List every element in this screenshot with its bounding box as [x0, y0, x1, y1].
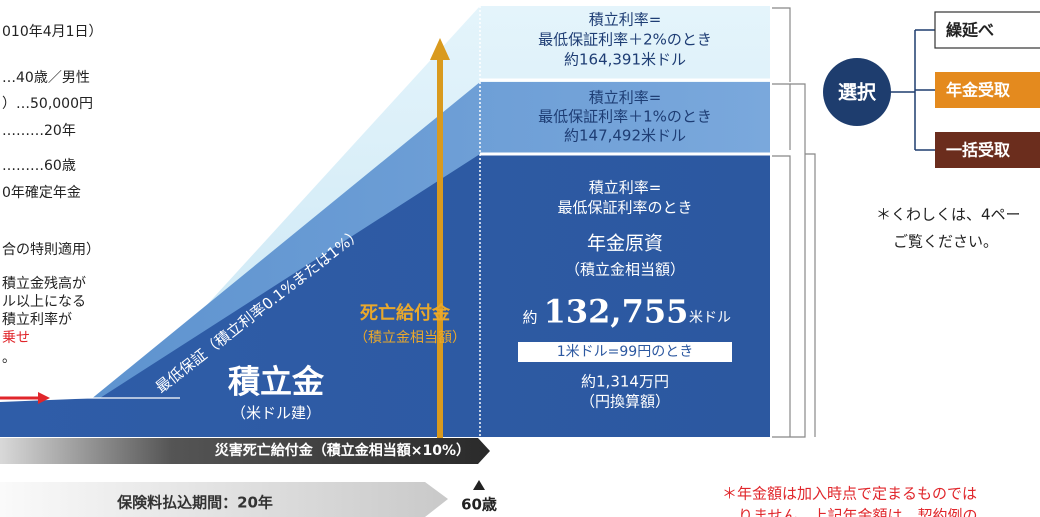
note: ＊くわしくは、4ペー: [876, 206, 1021, 224]
text: ………20年: [2, 123, 76, 139]
option: [934, 11, 1040, 49]
text: …40歳／男性: [2, 70, 90, 86]
rate-box: [518, 342, 732, 362]
text: 合の特則適用）: [2, 241, 100, 258]
label: 選択: [838, 82, 877, 104]
label: （積立金相当額）: [354, 330, 466, 346]
tier-text: （積立金相当額）: [565, 261, 685, 279]
tier-text: 積立利率=: [589, 179, 662, 197]
text: ル以上になる: [2, 294, 86, 310]
arrow-head: [430, 38, 450, 60]
option: [935, 72, 1040, 108]
connector: [890, 29, 935, 151]
tier-text: 約147,492米ドル: [564, 127, 686, 145]
tier-text: 最低保証利率のとき: [557, 199, 692, 217]
marker: [473, 480, 485, 490]
text: ………60歳: [2, 158, 76, 174]
select-circle: [823, 58, 891, 126]
label: （米ドル建）: [231, 404, 321, 422]
label: 積立金: [228, 363, 325, 401]
text: 010年4月1日）: [2, 24, 103, 40]
text: 。: [2, 350, 16, 366]
text: 0年確定年金: [2, 185, 81, 201]
bracket: [772, 7, 791, 438]
tier-text: 最低保証利率＋2%のとき: [538, 31, 712, 49]
label: 60歳: [461, 496, 497, 514]
footnote: りません。上記年金額は、契約例の: [738, 507, 978, 517]
bar: [0, 482, 448, 517]
tier-text: 最低保証利率＋1%のとき: [538, 108, 712, 126]
area-low: [0, 154, 770, 437]
tier-heading: 年金原資: [587, 233, 663, 255]
rate-text: 1米ドル=99円のとき: [557, 344, 693, 360]
left-panel: 010年4月1日） …40歳／男性 ）…50,000円 ………20年 ………60…: [2, 24, 103, 366]
tier-text: 積立利率=: [589, 89, 662, 107]
text: ）…50,000円: [2, 96, 93, 112]
footnote: ＊年金額は加入時点で定まるものでは: [722, 485, 977, 503]
tier-text: 約1,314万円: [581, 373, 669, 391]
text: 約: [522, 309, 537, 327]
text: 積立金残高が: [2, 275, 86, 292]
text: 米ドル: [689, 310, 731, 326]
text: 乗せ: [2, 330, 30, 346]
text: 積立利率が: [2, 311, 72, 328]
option: [935, 132, 1040, 168]
bar: [0, 438, 490, 464]
option-label: 繰延べ: [946, 21, 994, 40]
tier-text: 約164,391米ドル: [564, 51, 686, 69]
tier-text: （円換算額）: [580, 393, 670, 411]
arrow: [437, 58, 443, 438]
option-label: 一括受取: [946, 141, 1010, 160]
option-label: 年金受取: [946, 81, 1010, 100]
amount: 132,755: [544, 293, 689, 331]
arrow-head: [38, 392, 50, 404]
bracket: [790, 83, 816, 438]
label: 保険料払込期間：20年: [116, 494, 273, 512]
label: 死亡給付金: [360, 302, 451, 324]
note: ご覧ください。: [893, 233, 998, 251]
label: 災害死亡給付金（積立金相当額×10%）: [215, 442, 470, 459]
tier-text: 積立利率=: [589, 11, 662, 29]
